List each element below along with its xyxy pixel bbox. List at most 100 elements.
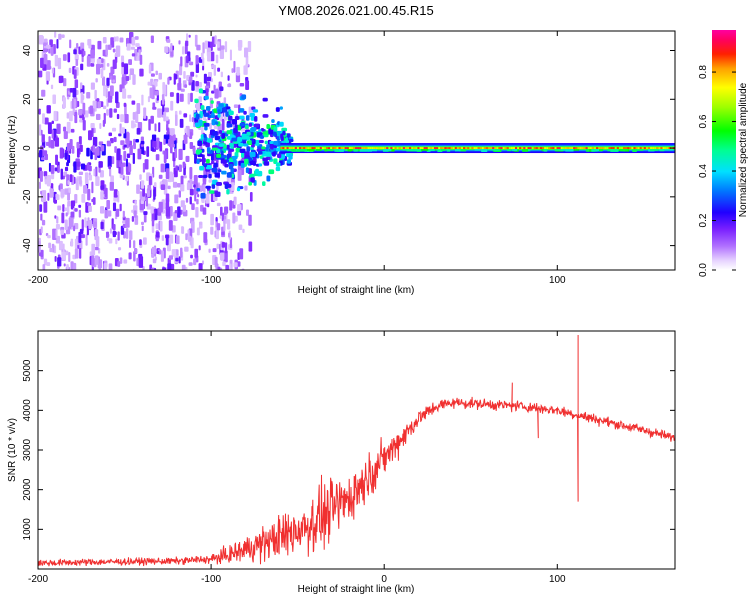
spectrogram-cell xyxy=(194,193,197,202)
spectrogram-cell xyxy=(191,203,195,210)
spectrogram-cell xyxy=(134,123,137,128)
spectrogram-cell xyxy=(55,154,58,165)
spectrogram-cell xyxy=(558,147,561,149)
spectrogram-cell xyxy=(454,149,461,152)
spectrogram-cell xyxy=(69,215,74,228)
spectrogram-cell xyxy=(130,46,135,50)
spectrogram-cell xyxy=(112,202,117,212)
spectrogram-cell xyxy=(55,229,58,239)
spectrogram-cell xyxy=(54,215,57,219)
spectrogram-cell xyxy=(507,149,512,152)
spectrogram-cell xyxy=(217,113,221,118)
spectrogram-cell xyxy=(120,163,124,175)
spectrogram-cell xyxy=(189,188,194,196)
spectrogram-cell xyxy=(146,146,150,157)
spectrogram-cell xyxy=(471,147,474,149)
spectrogram-cell xyxy=(209,122,212,130)
spectrogram-cell xyxy=(292,147,295,149)
spectrogram-cell xyxy=(121,62,125,68)
spectrogram-cell xyxy=(319,147,322,149)
spectrogram-cell xyxy=(150,73,155,77)
spectrogram-cell xyxy=(288,154,293,160)
spectrogram-cell xyxy=(150,115,154,124)
spectrogram-cell xyxy=(223,159,227,164)
spectrogram-cell xyxy=(255,168,259,175)
spectrogram-cell xyxy=(188,34,191,38)
spectrogram-cell xyxy=(172,181,178,188)
spectrogram-cell xyxy=(126,43,131,51)
spectrogram-cell xyxy=(125,217,130,228)
spectrogram-cell xyxy=(454,147,457,149)
spectrogram-cell xyxy=(203,112,210,117)
spectrogram-cell xyxy=(223,215,227,220)
spectrogram-cell xyxy=(73,69,77,79)
spectrogram-cell xyxy=(148,118,151,131)
spectrogram-cell xyxy=(211,119,216,126)
spectrogram-cell xyxy=(180,184,185,192)
spectrogram-cell xyxy=(371,147,374,149)
spectrogram-cell xyxy=(633,147,636,149)
spectrogram-cell xyxy=(340,147,343,149)
spectrogram-cell xyxy=(407,147,410,149)
spectrogram-cell xyxy=(481,149,488,152)
spectrogram-cell xyxy=(146,188,151,197)
spectrogram-cell xyxy=(250,177,255,183)
spectrogram-cell xyxy=(43,53,48,65)
spectrogram-cell xyxy=(56,216,59,224)
spectrogram-cell xyxy=(128,163,132,173)
spectrogram-cell xyxy=(200,52,204,60)
spectrogram-cell xyxy=(46,60,51,70)
spectrogram-cell xyxy=(254,139,260,146)
spectrogram-cell xyxy=(74,79,79,89)
spectrogram-cell xyxy=(108,238,113,244)
spectrogram-cell xyxy=(271,119,275,124)
spectrogram-cell xyxy=(386,147,389,149)
spectrogram-cell xyxy=(174,148,178,159)
spectrogram-cell xyxy=(236,187,241,192)
spectrogram-cell xyxy=(107,44,112,50)
spectrogram-cell xyxy=(140,147,145,155)
spectrogram-cell xyxy=(113,136,117,143)
spectrogram-cell xyxy=(262,181,266,186)
spectrogram-cell xyxy=(216,202,221,207)
spectrogram-cell xyxy=(170,100,174,111)
spectrogram-cell xyxy=(214,256,218,268)
spectrogram-cell xyxy=(73,225,76,232)
spectrogram-cell xyxy=(123,150,127,161)
spectrogram-cell xyxy=(246,146,250,153)
spectrogram-cell xyxy=(522,149,528,152)
spectrogram-cell xyxy=(163,138,166,145)
spectrogram-cell xyxy=(140,221,144,226)
spectrogram-cell xyxy=(103,262,108,270)
snr-x-tick-label: 100 xyxy=(549,574,566,585)
snr-y-ticks: 1000 2000 3000 4000 5000 xyxy=(22,359,675,540)
spectrogram-cell xyxy=(627,147,630,149)
spectrogram-cell xyxy=(64,166,69,172)
spectrogram-cell xyxy=(67,96,70,100)
spectrogram-cell xyxy=(106,233,110,238)
spectrogram-cell xyxy=(338,147,341,149)
spectrogram-cell xyxy=(276,162,281,167)
spectrogram-cell xyxy=(221,170,227,175)
spectrogram-cell xyxy=(284,147,287,149)
spectrogram-cell xyxy=(234,124,238,129)
spectrogram-cell xyxy=(186,182,190,191)
spectrogram-cell xyxy=(133,251,136,262)
spectrogram-cell xyxy=(60,229,65,235)
spectrogram-cell xyxy=(78,136,82,145)
spectrogram-cell xyxy=(577,147,580,149)
spectrogram-cell xyxy=(373,147,376,149)
spectrogram-cell xyxy=(74,238,78,249)
spectrogram-cell xyxy=(226,189,230,195)
spectrogram-cell xyxy=(210,100,214,104)
spectrogram-cell xyxy=(71,145,75,154)
spectrogram-cell xyxy=(350,147,353,149)
spectrogram-cell xyxy=(106,77,110,86)
spectrogram-cell xyxy=(93,168,96,177)
spectrogram-cell xyxy=(208,248,211,253)
spectrogram-cell xyxy=(131,36,136,46)
spectrogram-cell xyxy=(415,147,418,149)
spectrogram-cell xyxy=(168,220,173,231)
spectrogram-cell xyxy=(109,108,113,118)
